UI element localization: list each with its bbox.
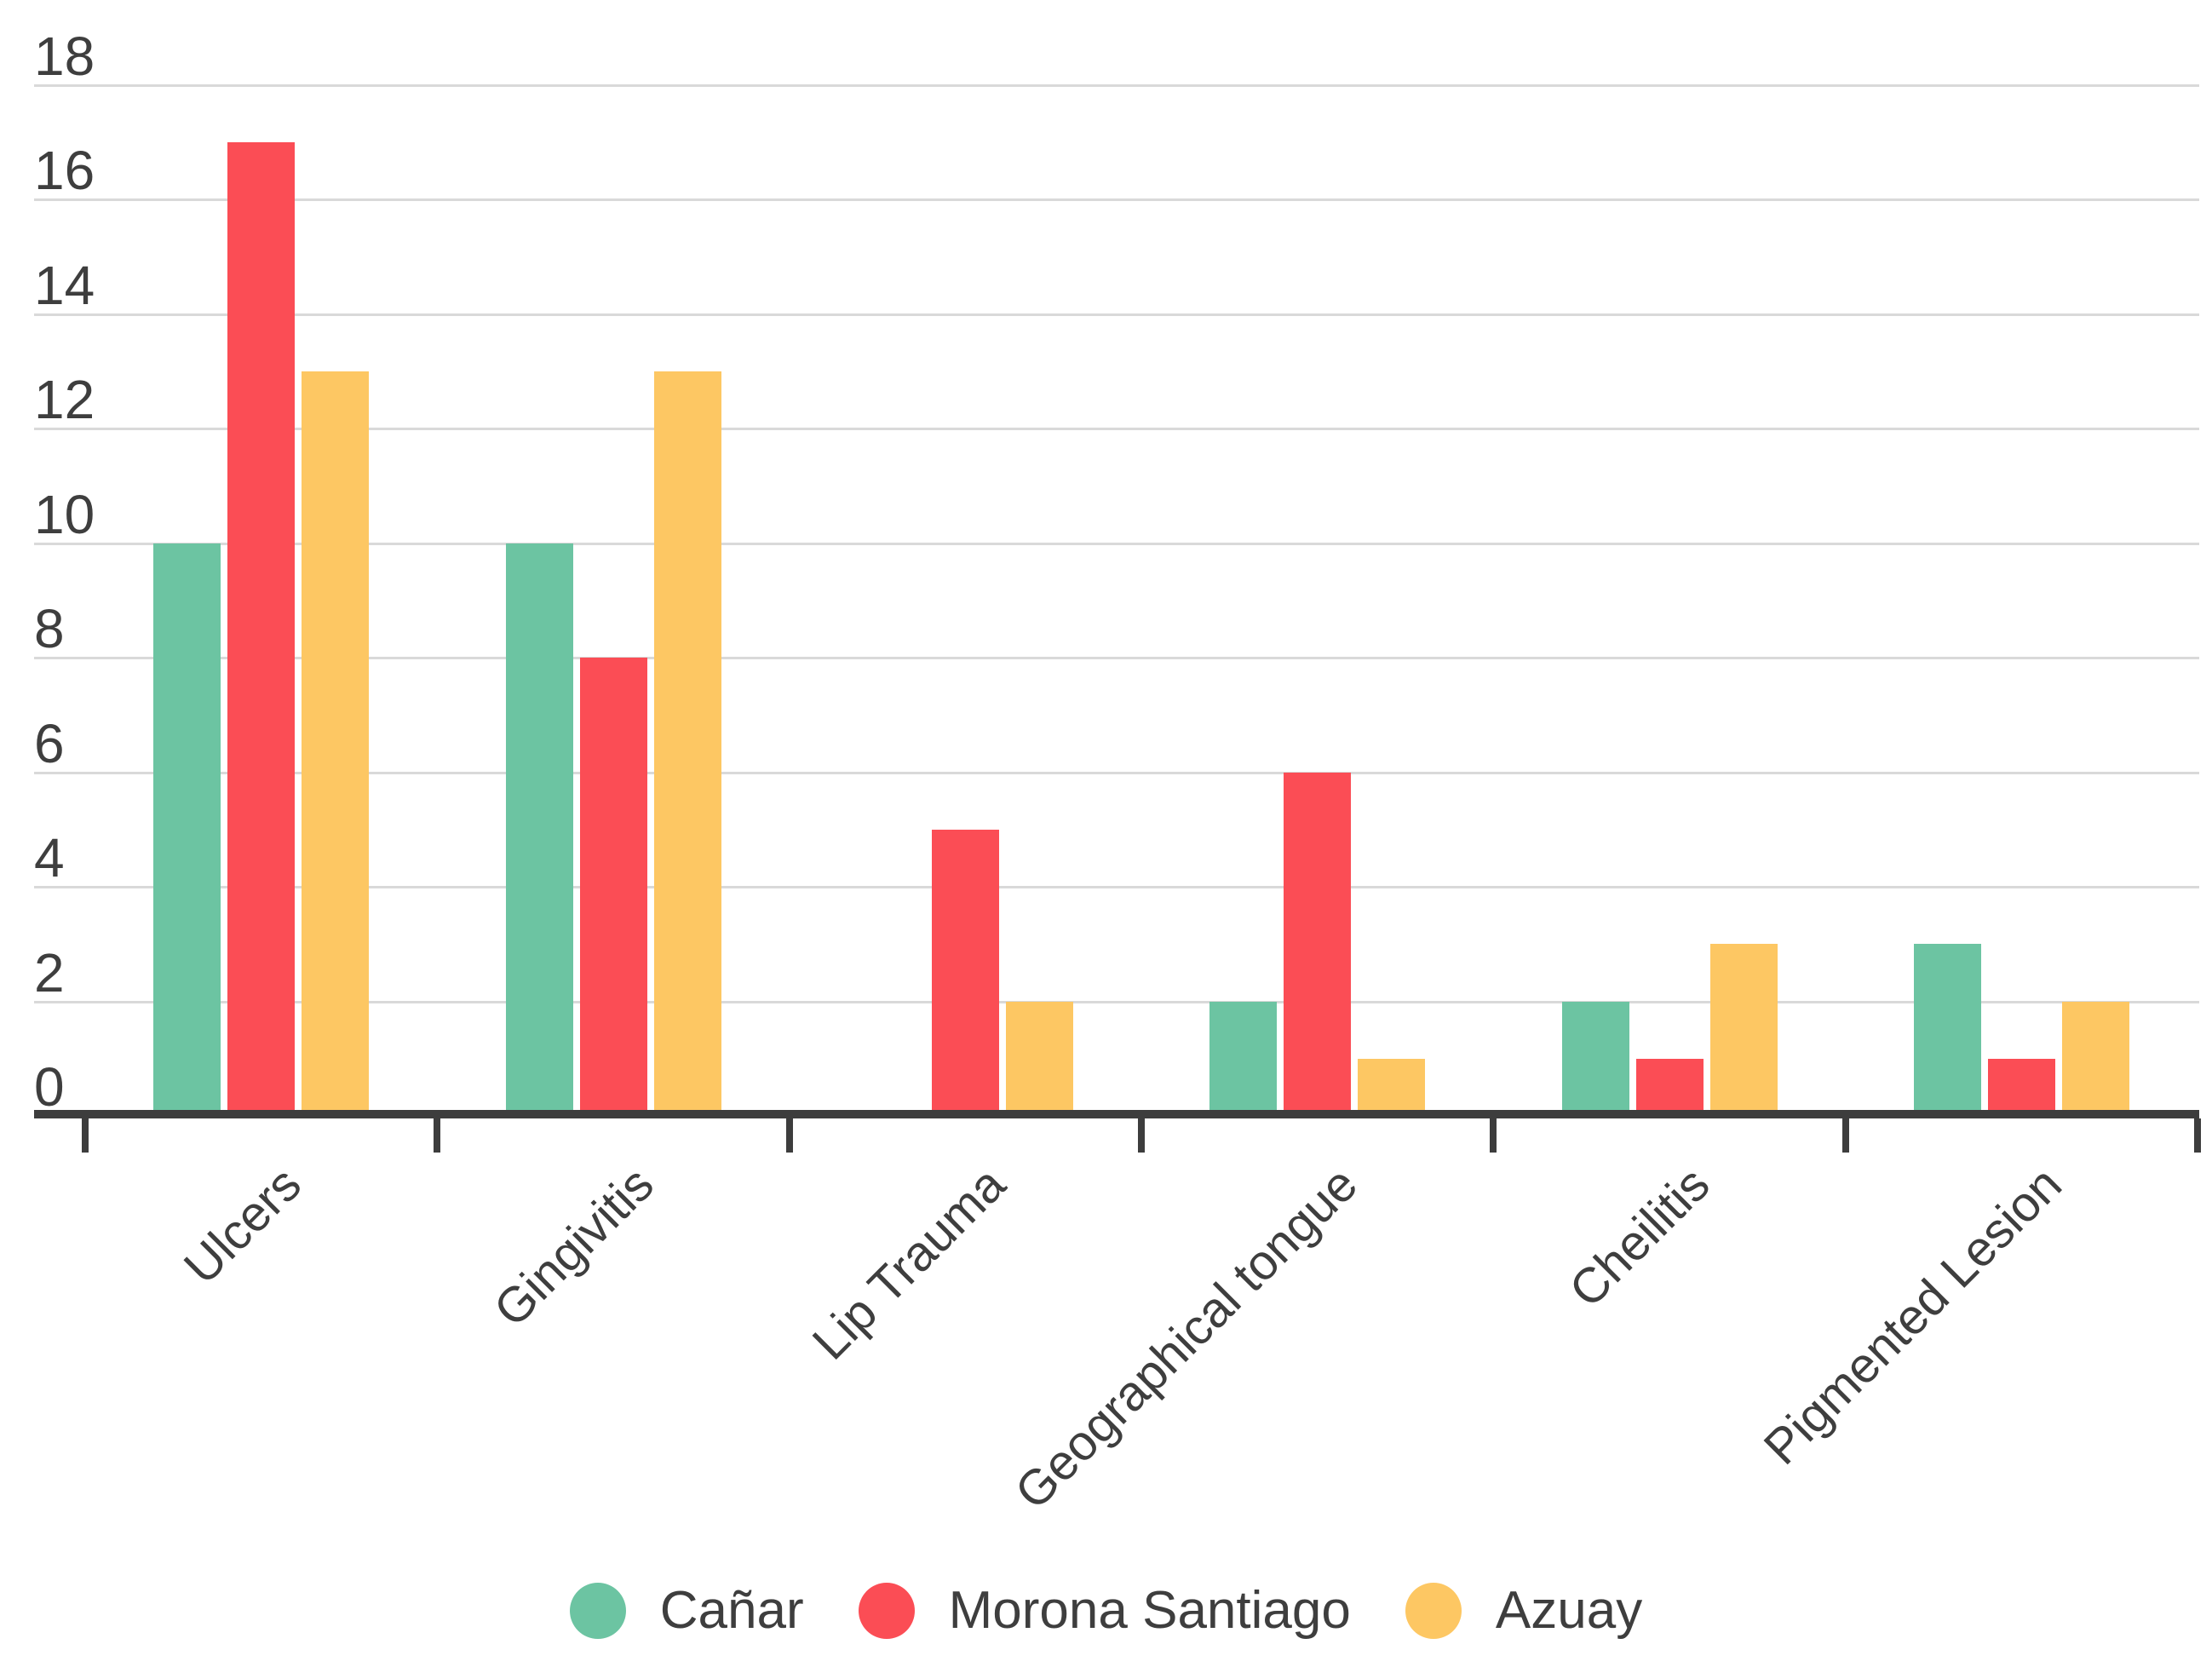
legend-label: Morona Santiago — [948, 1581, 1351, 1640]
gridline — [34, 542, 2199, 545]
x-axis-tick — [785, 1118, 793, 1153]
bar-cañar-geographical-tongue[interactable] — [1209, 1001, 1278, 1112]
gridline — [34, 657, 2199, 660]
legend-item-cañar[interactable]: Cañar — [569, 1581, 804, 1640]
x-category-label: Ulcers — [174, 1156, 313, 1295]
gridline — [34, 771, 2199, 774]
x-category-label: Gingivitis — [483, 1156, 664, 1337]
bar-azuay-gingivitis[interactable] — [653, 371, 721, 1112]
gridline — [34, 313, 2199, 316]
x-category-label: Lip Trauma — [801, 1156, 1016, 1371]
bar-morona-santiago-pigmented-lesion[interactable] — [1987, 1058, 2055, 1112]
bar-cañar-pigmented-lesion[interactable] — [1913, 944, 1981, 1112]
legend-item-morona-santiago[interactable]: Morona Santiago — [858, 1581, 1351, 1640]
y-tick-label: 0 — [34, 1056, 65, 1118]
x-axis-tick — [2194, 1118, 2201, 1153]
bar-cañar-ulcers[interactable] — [153, 543, 221, 1112]
y-tick-label: 14 — [34, 254, 95, 316]
gridline — [34, 1000, 2199, 1003]
bar-morona-santiago-geographical-tongue[interactable] — [1284, 772, 1352, 1112]
x-axis-tick — [1490, 1118, 1497, 1153]
gridline — [34, 886, 2199, 889]
legend-label: Cañar — [659, 1581, 804, 1640]
y-tick-label: 10 — [34, 483, 95, 545]
x-category-label: Geographical tongue — [1004, 1156, 1369, 1521]
y-tick-label: 12 — [34, 369, 95, 431]
x-category-label: Cheilitis — [1558, 1156, 1721, 1319]
gridline — [34, 84, 2199, 87]
gridline — [34, 428, 2199, 431]
legend-swatch-icon — [1405, 1583, 1462, 1639]
x-axis-tick — [434, 1118, 441, 1153]
y-tick-label: 8 — [34, 598, 65, 660]
y-tick-label: 4 — [34, 827, 65, 889]
bar-azuay-ulcers[interactable] — [302, 371, 370, 1112]
x-axis-tick — [82, 1118, 89, 1153]
legend-swatch-icon — [858, 1583, 915, 1639]
bar-azuay-pigmented-lesion[interactable] — [2061, 1001, 2129, 1112]
y-tick-label: 2 — [34, 941, 65, 1003]
bar-azuay-geographical-tongue[interactable] — [1358, 1058, 1426, 1112]
x-category-label: Pigmented Lesion — [1753, 1156, 2072, 1475]
legend-item-azuay[interactable]: Azuay — [1405, 1583, 1642, 1639]
y-tick-label: 18 — [34, 26, 95, 87]
bar-morona-santiago-lip-trauma[interactable] — [931, 829, 999, 1112]
x-axis-line — [34, 1110, 2199, 1118]
gridline — [34, 198, 2199, 202]
bar-cañar-cheilitis[interactable] — [1561, 1001, 1629, 1112]
y-tick-label: 16 — [34, 140, 95, 202]
bar-azuay-lip-trauma[interactable] — [1005, 1001, 1073, 1112]
bar-morona-santiago-cheilitis[interactable] — [1635, 1058, 1704, 1112]
bar-cañar-gingivitis[interactable] — [505, 543, 573, 1112]
legend: Cañar Morona Santiago Azuay — [0, 1583, 2212, 1639]
bar-morona-santiago-ulcers[interactable] — [227, 142, 296, 1112]
legend-swatch-icon — [569, 1583, 626, 1639]
x-axis-tick — [1841, 1118, 1849, 1153]
y-tick-label: 6 — [34, 712, 65, 774]
x-axis-tick — [1138, 1118, 1145, 1153]
bar-azuay-cheilitis[interactable] — [1709, 944, 1778, 1112]
bar-morona-santiago-gingivitis[interactable] — [579, 658, 647, 1112]
legend-label: Azuay — [1495, 1581, 1643, 1640]
